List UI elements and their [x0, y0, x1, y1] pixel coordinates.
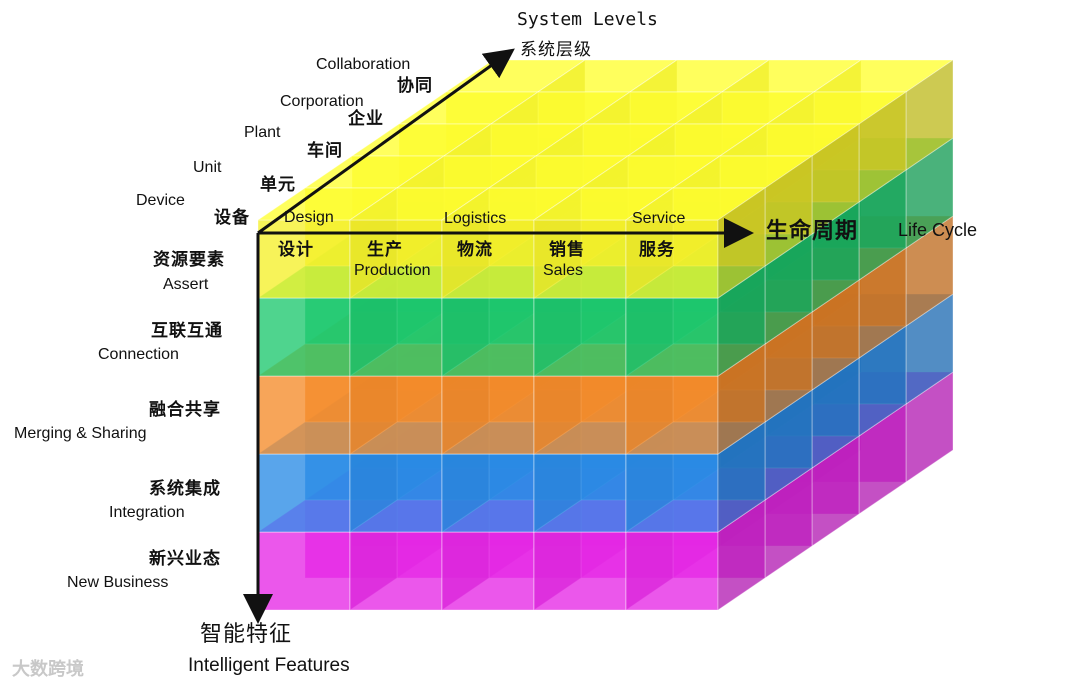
cube-front-face — [257, 375, 351, 455]
cube-front-face — [349, 297, 443, 377]
feature-en-connection: Connection — [98, 346, 179, 363]
cube-front-face — [441, 297, 535, 377]
cube-front-face — [349, 531, 443, 611]
system-level-zh-unit: 单元 — [260, 175, 296, 195]
feature-zh-integration: 系统集成 — [149, 479, 221, 499]
life-cycle-en-production: Production — [354, 262, 431, 279]
feature-en-integration: Integration — [109, 504, 185, 521]
cube-front-face — [533, 531, 627, 611]
life-cycle-zh-sales: 销售 — [549, 240, 585, 260]
system-levels-axis-title-en: System Levels — [517, 9, 658, 30]
system-level-en-plant: Plant — [244, 124, 281, 141]
system-level-en-unit: Unit — [193, 159, 222, 176]
intelligent-features-axis-title-en: Intelligent Features — [188, 655, 350, 676]
feature-en-merging-sharing: Merging & Sharing — [14, 425, 147, 442]
life-cycle-axis-title-en: Life Cycle — [898, 220, 978, 240]
feature-zh-new-business: 新兴业态 — [149, 549, 221, 569]
cube-front-face — [441, 531, 535, 611]
feature-en-new-business: New Business — [67, 574, 169, 591]
feature-en-assert: Assert — [163, 276, 209, 293]
axes — [243, 48, 754, 624]
cube-front-face — [625, 297, 719, 377]
system-level-en-device: Device — [136, 192, 185, 209]
system-levels-axis — [257, 48, 515, 235]
cube-front-face — [349, 453, 443, 533]
system-levels-axis-title-zh: 系统层级 — [520, 40, 592, 60]
life-cycle-en-service: Service — [632, 210, 686, 227]
cube-front-face — [533, 297, 627, 377]
cube-front-face — [257, 453, 351, 533]
system-level-zh-corporation: 企业 — [348, 109, 384, 129]
cube-front-face — [441, 375, 535, 455]
system-level-zh-device: 设备 — [214, 208, 250, 228]
system-level-zh-collaboration: 协同 — [397, 76, 433, 96]
system-level-en-collaboration: Collaboration — [316, 56, 411, 73]
life-cycle-en-logistics: Logistics — [444, 210, 507, 227]
cube-front-face — [349, 375, 443, 455]
system-level-en-corporation: Corporation — [280, 93, 364, 110]
cube-front-face — [533, 375, 627, 455]
cube-front-face — [625, 531, 719, 611]
life-cycle-en-design: Design — [284, 209, 334, 226]
intelligent-features-axis-title-zh: 智能特征 — [200, 622, 293, 647]
life-cycle-zh-production: 生产 — [367, 240, 403, 260]
cube-front-face — [533, 453, 627, 533]
life-cycle-zh-design: 设计 — [278, 240, 314, 260]
cube-front-face — [625, 375, 719, 455]
cube-front-face — [441, 453, 535, 533]
cube-front-face — [257, 531, 351, 611]
cube-grid — [256, 59, 955, 611]
life-cycle-axis-title-zh: 生命周期 — [766, 219, 859, 244]
life-cycle-en-sales: Sales — [543, 262, 584, 279]
feature-zh-connection: 互联互通 — [151, 321, 223, 341]
feature-zh-assert: 资源要素 — [153, 250, 225, 270]
cube-front-face — [257, 297, 351, 377]
watermark-logo: 大数跨境 — [12, 659, 84, 680]
life-cycle-zh-service: 服务 — [639, 240, 675, 260]
life-cycle-zh-logistics: 物流 — [457, 240, 493, 260]
cube-front-face — [625, 453, 719, 533]
feature-zh-merging-sharing: 融合共享 — [149, 400, 221, 420]
system-level-zh-plant: 车间 — [307, 141, 343, 161]
